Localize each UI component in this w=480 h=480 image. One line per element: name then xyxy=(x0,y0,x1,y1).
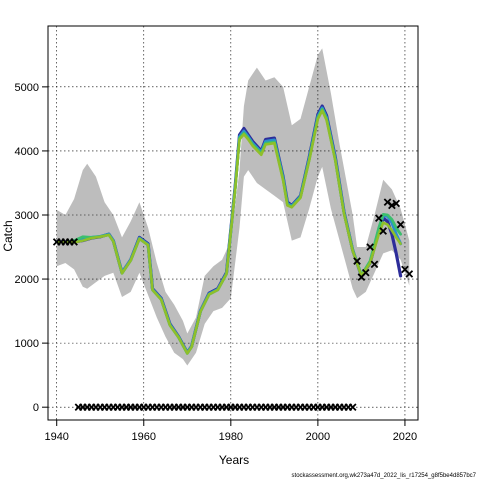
data-point xyxy=(396,220,405,229)
data-point xyxy=(366,243,374,251)
y-axis-title: Catch xyxy=(1,220,15,251)
data-point xyxy=(361,268,370,277)
series-line-4 xyxy=(55,109,402,355)
x-tick-label: 1960 xyxy=(132,431,156,443)
data-point xyxy=(392,199,401,208)
series-lines xyxy=(55,104,403,355)
x-tick-label: 1980 xyxy=(219,431,243,443)
data-point xyxy=(370,260,379,269)
data-point xyxy=(388,201,396,210)
plot-frame xyxy=(47,25,419,421)
y-tick-label: 1000 xyxy=(15,338,39,350)
data-point xyxy=(374,214,383,223)
y-tick-label: 3000 xyxy=(15,210,39,222)
data-point xyxy=(348,403,357,412)
observed-points xyxy=(52,198,414,412)
x-axis: 1940 1960 1980 2000 2020 xyxy=(44,420,417,443)
y-axis: 0 1000 2000 3000 4000 5000 xyxy=(15,82,48,414)
footer-credit: stockassessment.org,wk273a47d_2022_lis_r… xyxy=(292,473,477,479)
y-tick-label: 4000 xyxy=(15,146,39,158)
confidence-band xyxy=(56,48,410,366)
y-tick-label: 5000 xyxy=(15,82,39,94)
y-tick-label: 0 xyxy=(33,402,39,414)
x-tick-label: 2020 xyxy=(393,431,417,443)
x-tick-label: 1940 xyxy=(44,431,68,443)
x-tick-label: 2000 xyxy=(306,431,330,443)
data-point xyxy=(405,270,414,278)
data-point xyxy=(379,227,388,235)
x-axis-title: Years xyxy=(219,453,249,467)
confidence-band-area xyxy=(56,48,410,366)
data-point xyxy=(70,238,78,246)
y-tick-label: 2000 xyxy=(15,274,39,286)
data-point xyxy=(353,257,361,265)
